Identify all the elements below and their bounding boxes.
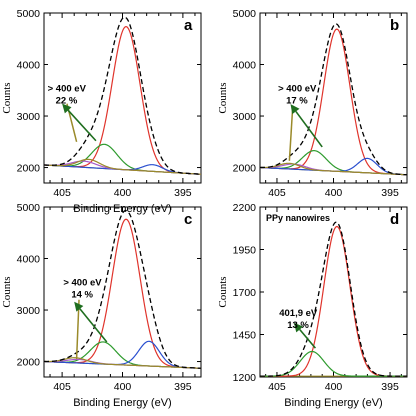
x-tick-label: 395 [174, 187, 192, 199]
x-tick-label: 400 [325, 187, 343, 199]
y-axis-label: Counts [1, 82, 13, 113]
x-tick-label: 405 [53, 381, 71, 393]
annotation-percent: 13 % [287, 320, 309, 331]
y-tick-label: 1200 [233, 372, 257, 384]
annotation-arrow-head [74, 301, 84, 312]
panel-letter: d [390, 211, 399, 228]
series-component-4 [44, 158, 201, 175]
x-tick-label: 405 [268, 381, 286, 393]
x-tick-label: 405 [53, 187, 71, 199]
panel-letter: b [390, 17, 399, 34]
curves [260, 23, 407, 176]
annotation-arrow [67, 109, 97, 142]
panel-title: PPy nanowires [266, 213, 330, 223]
annotation-arrow-head [290, 104, 300, 115]
annotation-percent: 14 % [71, 289, 93, 300]
x-tick-label: 400 [114, 381, 132, 393]
y-tick-label: 5000 [17, 8, 41, 20]
curves [44, 16, 201, 175]
y-tick-label: 5000 [233, 8, 257, 20]
annotation-text: > 400 eV [278, 83, 317, 94]
y-tick-label: 2000 [233, 163, 257, 175]
x-tick-label: 395 [174, 381, 192, 393]
series-main [260, 225, 407, 377]
y-tick-label: 3000 [233, 111, 257, 123]
annotation-arrow-head [62, 103, 72, 114]
annotation-percent: 17 % [286, 95, 308, 106]
series-envelope [44, 209, 201, 369]
panel-letter: c [184, 211, 192, 228]
plot-frame [259, 12, 408, 184]
y-tick-label: 4000 [233, 60, 257, 72]
annotation-percent: 22 % [56, 95, 78, 106]
annotation-text: > 400 eV [63, 277, 102, 288]
annotation-arrow [295, 110, 323, 148]
series-main [260, 28, 407, 176]
curves [260, 221, 407, 377]
series-component-4 [44, 357, 201, 369]
y-tick-label: 5000 [17, 202, 41, 214]
panel-d: 1200 1450 1700 1950 2200 405 400 395 Binding Ene… [217, 202, 408, 409]
y-tick-label: 4000 [17, 60, 41, 72]
annotation-arrow-head [293, 322, 304, 333]
x-tick-label: 400 [325, 381, 343, 393]
x-tick-label: 400 [114, 187, 132, 199]
y-axis-label: Counts [217, 82, 229, 113]
x-tick-label: 395 [381, 187, 399, 199]
annotation-arrow [299, 328, 317, 349]
y-tick-label: 2200 [233, 202, 257, 214]
annotation-guide-line [288, 105, 294, 161]
annotation-arrow [79, 308, 108, 343]
series-envelope [260, 221, 407, 377]
y-axis-label: Counts [217, 276, 229, 307]
x-axis-label: Binding Energy (eV) [73, 397, 171, 409]
panel-letter: a [184, 17, 193, 34]
series-main [44, 218, 201, 369]
y-tick-label: 2000 [17, 163, 41, 175]
y-tick-label: 2000 [17, 357, 41, 369]
x-axis-label: Binding Energy (eV) [284, 397, 382, 409]
series-component-4 [260, 162, 407, 176]
y-tick-label: 1950 [233, 245, 257, 257]
x-tick-label: 405 [268, 187, 286, 199]
series-envelope [44, 16, 201, 175]
series-envelope [260, 23, 407, 176]
curves [44, 209, 201, 369]
y-tick-label: 1450 [233, 330, 257, 342]
annotation-text: 401,9 eV [279, 308, 318, 319]
panel-b: 2000 3000 4000 5000 405 400 395 Counts > 400 eV1… [217, 8, 408, 199]
y-tick-label: 3000 [17, 111, 41, 123]
x-tick-label: 395 [381, 381, 399, 393]
y-tick-label: 4000 [17, 254, 41, 266]
y-axis-label: Counts [1, 276, 13, 307]
y-tick-label: 3000 [17, 305, 41, 317]
plot-frame [43, 206, 202, 378]
annotation-text: > 400 eV [48, 83, 87, 94]
y-tick-label: 1700 [233, 287, 257, 299]
series-component-2 [44, 340, 201, 369]
